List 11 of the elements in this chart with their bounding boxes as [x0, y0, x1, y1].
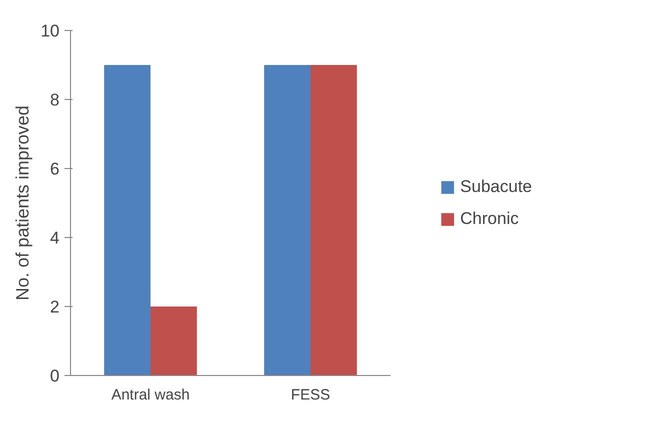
y-tick-label: 6 — [50, 160, 60, 178]
y-tick-label: 0 — [50, 366, 60, 386]
legend-label: Subacute — [460, 176, 532, 196]
y-axis-title: No. of patients improved — [12, 105, 33, 301]
x-tick-label: Antral wash — [111, 386, 190, 404]
y-tick-label: 8 — [50, 90, 60, 110]
y-tick-label: 2 — [50, 298, 60, 316]
y-tick-label: 4 — [50, 228, 60, 248]
x-tick-label: FESS — [290, 386, 330, 404]
legend-label: Chronic — [460, 208, 519, 228]
y-tick-label: 10 — [40, 22, 60, 40]
